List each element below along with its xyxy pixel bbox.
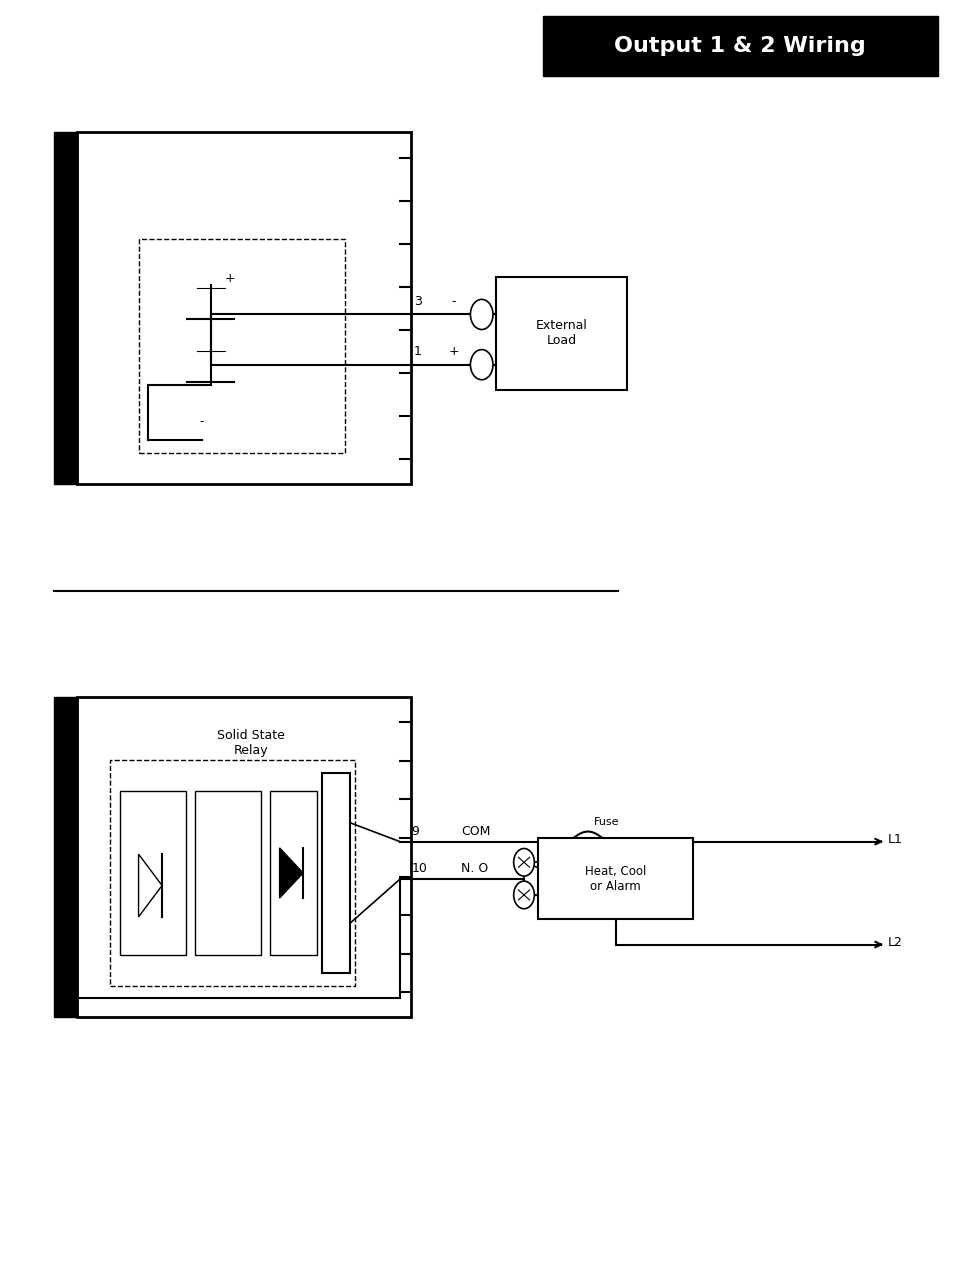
Bar: [270, 792, 316, 954]
Text: Heat, Cool
or Alarm: Heat, Cool or Alarm: [584, 864, 646, 892]
Text: Snubber: Snubber: [331, 857, 340, 890]
Polygon shape: [279, 848, 303, 898]
Bar: [54, 697, 77, 1018]
Text: N. O: N. O: [460, 863, 488, 876]
Circle shape: [470, 299, 493, 330]
Text: 1: 1: [414, 345, 421, 358]
Bar: [537, 838, 693, 920]
Bar: [54, 132, 77, 483]
Bar: [77, 132, 411, 483]
Text: L1: L1: [887, 832, 902, 845]
Bar: [321, 773, 350, 973]
Bar: [194, 792, 260, 954]
Bar: [138, 239, 345, 453]
Bar: [120, 792, 186, 954]
Circle shape: [513, 881, 534, 909]
Text: 9: 9: [411, 825, 418, 838]
Circle shape: [513, 849, 534, 876]
Text: 3: 3: [414, 296, 421, 308]
Text: 10: 10: [411, 863, 427, 876]
Text: COM: COM: [460, 825, 490, 838]
Text: +: +: [448, 345, 458, 358]
Circle shape: [470, 349, 493, 379]
Bar: [77, 697, 411, 1018]
Text: zero
sw: zero sw: [217, 862, 238, 883]
Text: -: -: [199, 415, 204, 428]
Text: Output 1 & 2 Wiring: Output 1 & 2 Wiring: [614, 36, 865, 56]
Text: External
Load: External Load: [536, 320, 587, 348]
Bar: [542, 15, 937, 76]
Text: +: +: [224, 272, 234, 286]
Text: -: -: [451, 296, 456, 308]
Text: Solid State
Relay: Solid State Relay: [217, 728, 285, 756]
Bar: [111, 760, 355, 986]
Text: Fuse: Fuse: [594, 816, 618, 826]
Text: L2: L2: [887, 935, 902, 948]
Bar: [496, 277, 627, 390]
